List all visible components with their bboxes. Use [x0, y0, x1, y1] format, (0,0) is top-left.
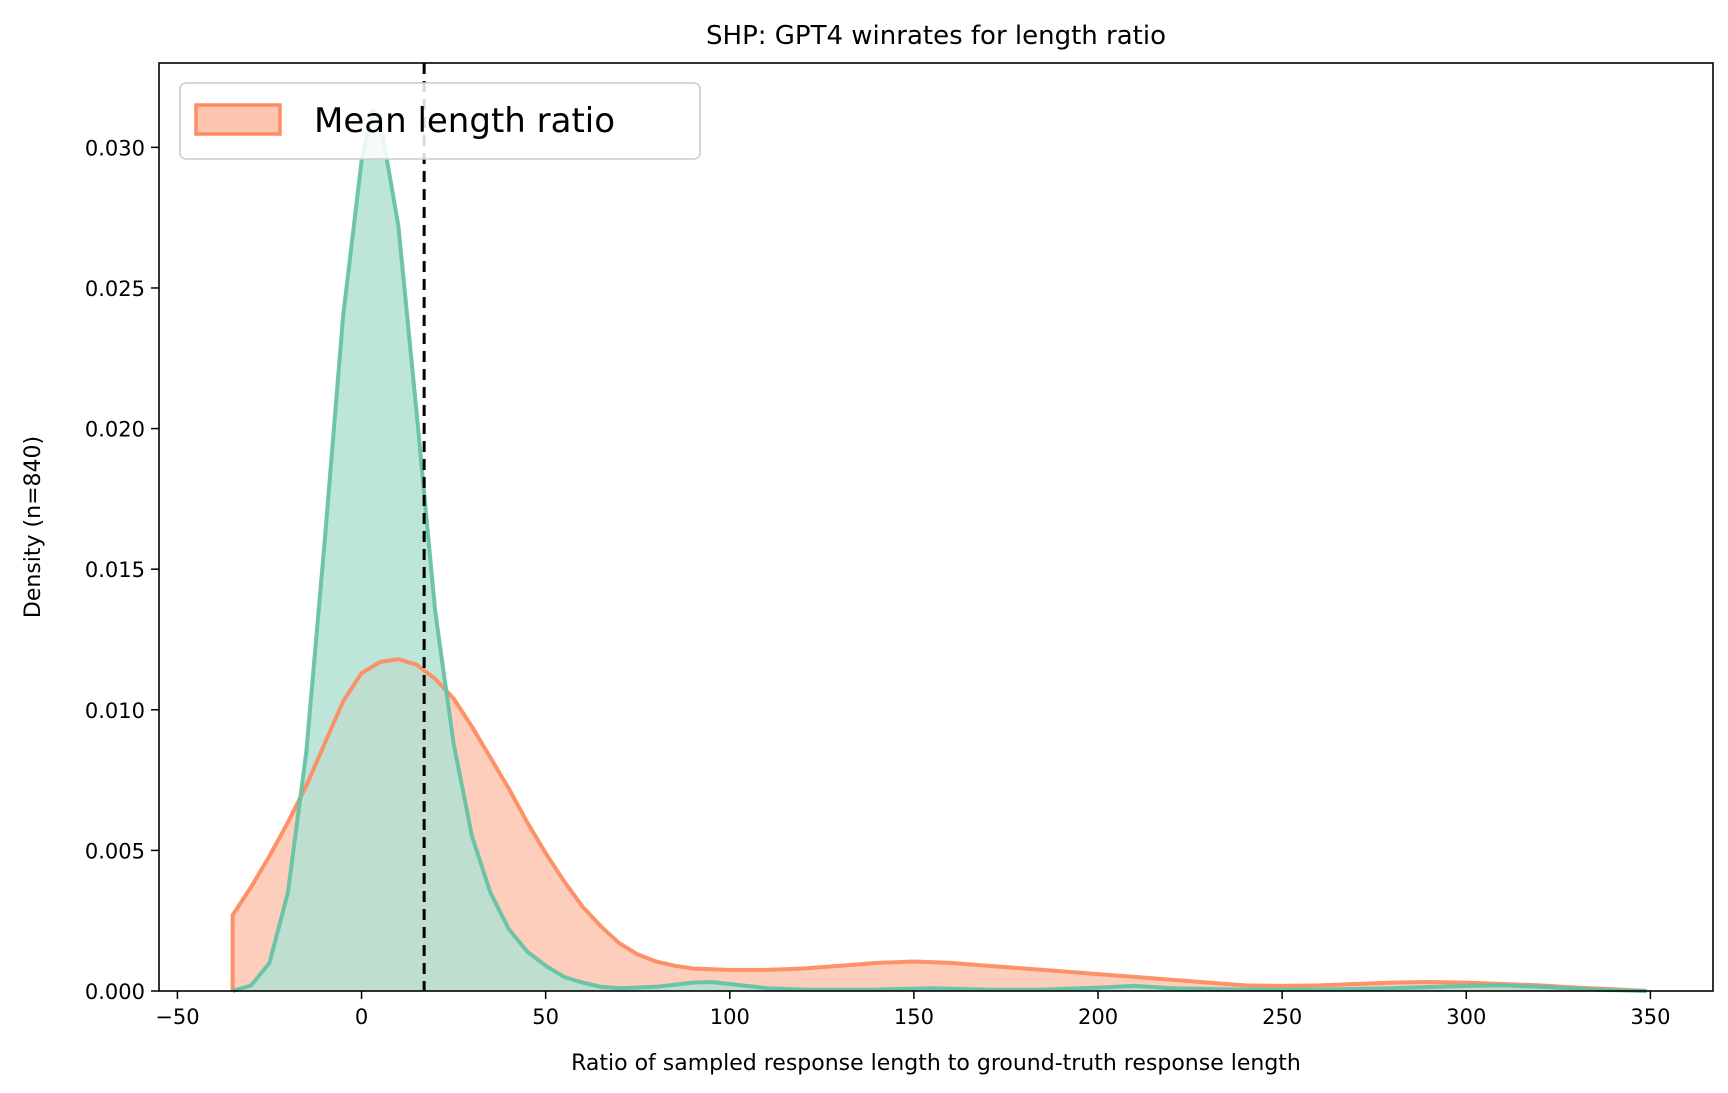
y-tick-label: 0.025 — [85, 277, 145, 301]
y-tick-label: 0.015 — [85, 558, 145, 582]
x-tick-label: 350 — [1630, 1005, 1670, 1029]
y-tick-label: 0.020 — [85, 418, 145, 442]
y-tick-label: 0.030 — [85, 136, 145, 160]
x-tick-label: 300 — [1446, 1005, 1486, 1029]
series-1-area — [232, 110, 1647, 992]
y-tick-label: 0.005 — [85, 839, 145, 863]
plot-frame — [158, 62, 1714, 992]
x-tick-label: 50 — [532, 1005, 559, 1029]
legend-box — [179, 82, 701, 160]
legend-swatch — [194, 103, 282, 136]
x-tick-label: −50 — [155, 1005, 199, 1029]
y-axis-label: Density (n=840) — [21, 436, 46, 618]
series-0-line — [230, 657, 1647, 993]
y-tick-label: 0.000 — [85, 980, 145, 1004]
plot-areas — [230, 108, 1647, 993]
x-tick-label: 250 — [1262, 1005, 1302, 1029]
legend-label: Mean length ratio — [314, 101, 615, 141]
y-axis-ticks: 0.000 0.005 0.010 0.015 0.020 0.025 0.030 — [85, 136, 159, 1004]
x-tick-label: 100 — [710, 1005, 750, 1029]
legend: Mean length ratio — [179, 82, 701, 160]
chart-title: SHP: GPT4 winrates for length ratio — [706, 21, 1166, 51]
x-tick-label: 150 — [894, 1005, 934, 1029]
x-tick-label: 0 — [355, 1005, 368, 1029]
x-axis-label: Ratio of sampled response length to grou… — [571, 1051, 1301, 1076]
x-axis-ticks: −50 0 50 100 150 200 250 300 350 — [155, 991, 1670, 1029]
y-tick-label: 0.010 — [85, 699, 145, 723]
x-tick-label: 200 — [1078, 1005, 1118, 1029]
